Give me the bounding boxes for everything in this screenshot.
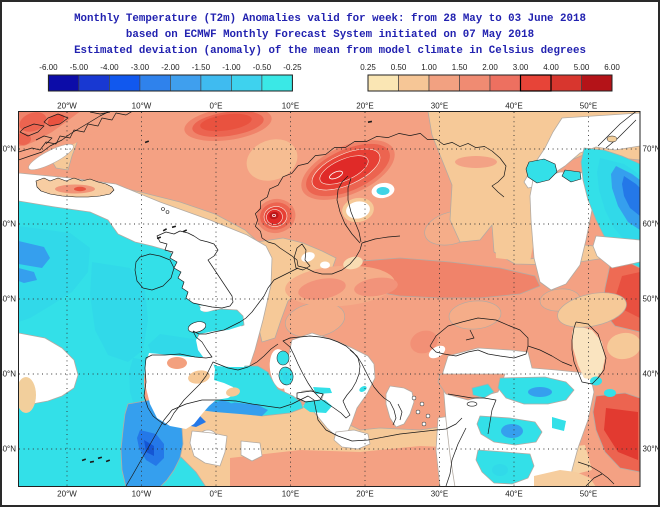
svg-text:40°E: 40°E — [505, 489, 522, 498]
svg-text:40°N: 40°N — [643, 370, 660, 379]
svg-text:10°E: 10°E — [282, 101, 299, 110]
svg-text:-6.00: -6.00 — [39, 63, 58, 72]
svg-text:0.25: 0.25 — [360, 63, 376, 72]
svg-text:10°E: 10°E — [282, 489, 299, 498]
svg-text:5.00: 5.00 — [574, 63, 590, 72]
svg-text:1.50: 1.50 — [452, 63, 468, 72]
svg-text:4.00: 4.00 — [543, 63, 559, 72]
svg-text:2.00: 2.00 — [482, 63, 498, 72]
svg-text:-0.50: -0.50 — [253, 63, 272, 72]
svg-text:0.50: 0.50 — [391, 63, 407, 72]
svg-text:-2.00: -2.00 — [161, 63, 180, 72]
svg-text:20°W: 20°W — [57, 489, 77, 498]
svg-text:-3.00: -3.00 — [131, 63, 150, 72]
svg-text:50°E: 50°E — [580, 101, 597, 110]
svg-text:-1.00: -1.00 — [222, 63, 241, 72]
svg-text:0°E: 0°E — [210, 101, 223, 110]
svg-text:50°N: 50°N — [643, 295, 660, 304]
svg-text:30°N: 30°N — [0, 445, 16, 454]
svg-text:Monthly Temperature (T2m) Anom: Monthly Temperature (T2m) Anomalies vali… — [74, 13, 586, 25]
svg-text:40°E: 40°E — [505, 101, 522, 110]
svg-text:30°E: 30°E — [431, 101, 448, 110]
svg-text:-4.00: -4.00 — [100, 63, 119, 72]
svg-text:0°E: 0°E — [210, 489, 223, 498]
svg-text:6.00: 6.00 — [604, 63, 620, 72]
svg-text:60°N: 60°N — [643, 220, 660, 229]
svg-text:10°W: 10°W — [132, 489, 152, 498]
svg-text:20°E: 20°E — [356, 101, 373, 110]
svg-text:-0.25: -0.25 — [283, 63, 302, 72]
svg-text:30°E: 30°E — [431, 489, 448, 498]
svg-text:30°N: 30°N — [643, 445, 660, 454]
svg-text:40°N: 40°N — [0, 370, 16, 379]
svg-text:10°W: 10°W — [132, 101, 152, 110]
svg-text:20°W: 20°W — [57, 101, 77, 110]
svg-text:50°N: 50°N — [0, 295, 16, 304]
svg-text:20°E: 20°E — [356, 489, 373, 498]
svg-text:70°N: 70°N — [0, 145, 16, 154]
svg-text:3.00: 3.00 — [513, 63, 529, 72]
svg-text:based on ECMWF Monthly Forecas: based on ECMWF Monthly Forecast System i… — [126, 29, 534, 41]
svg-text:60°N: 60°N — [0, 220, 16, 229]
svg-text:50°E: 50°E — [580, 489, 597, 498]
svg-text:1.00: 1.00 — [421, 63, 437, 72]
svg-text:-5.00: -5.00 — [70, 63, 89, 72]
svg-text:Estimated deviation (anomaly): Estimated deviation (anomaly) of the mea… — [74, 45, 586, 57]
svg-text:-1.50: -1.50 — [192, 63, 211, 72]
svg-text:70°N: 70°N — [643, 145, 660, 154]
